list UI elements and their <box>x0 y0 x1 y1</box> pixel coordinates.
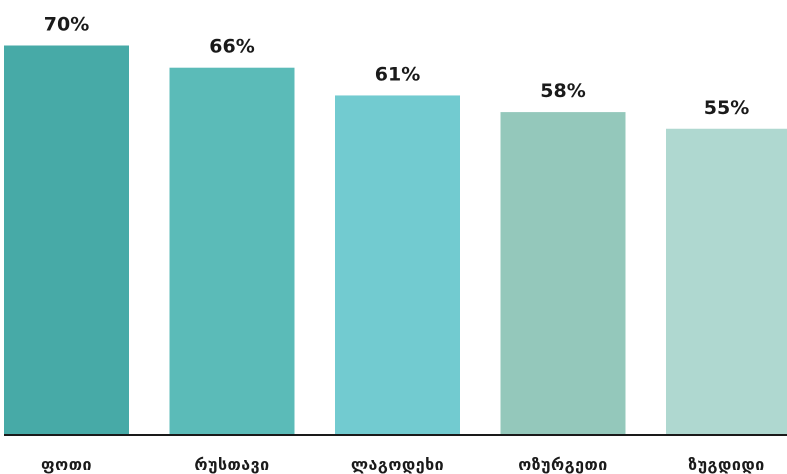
category-labels-group: ფოთი რუსთავი ლაგოდეხი ოზურგეთი ზუგდიდი <box>41 455 764 474</box>
category-label: ლაგოდეხი <box>351 455 444 474</box>
bar-2 <box>169 67 295 434</box>
category-label: ზუგდიდი <box>688 455 764 474</box>
value-labels-group: 70% 66% 61% 58% 55% <box>44 14 749 119</box>
category-label: რუსთავი <box>194 455 269 474</box>
bar-value-label: 70% <box>44 14 89 36</box>
category-label: ოზურგეთი <box>518 455 608 474</box>
bar-4 <box>500 112 626 434</box>
bar-value-label: 55% <box>704 97 749 119</box>
bar-3 <box>335 95 460 434</box>
bars-group <box>4 45 787 434</box>
bar-value-label: 58% <box>540 80 585 102</box>
bar-1 <box>4 45 129 434</box>
category-label: ფოთი <box>41 455 92 474</box>
bar-5 <box>666 128 787 434</box>
bar-value-label: 66% <box>209 36 254 58</box>
bar-value-label: 61% <box>375 63 420 85</box>
